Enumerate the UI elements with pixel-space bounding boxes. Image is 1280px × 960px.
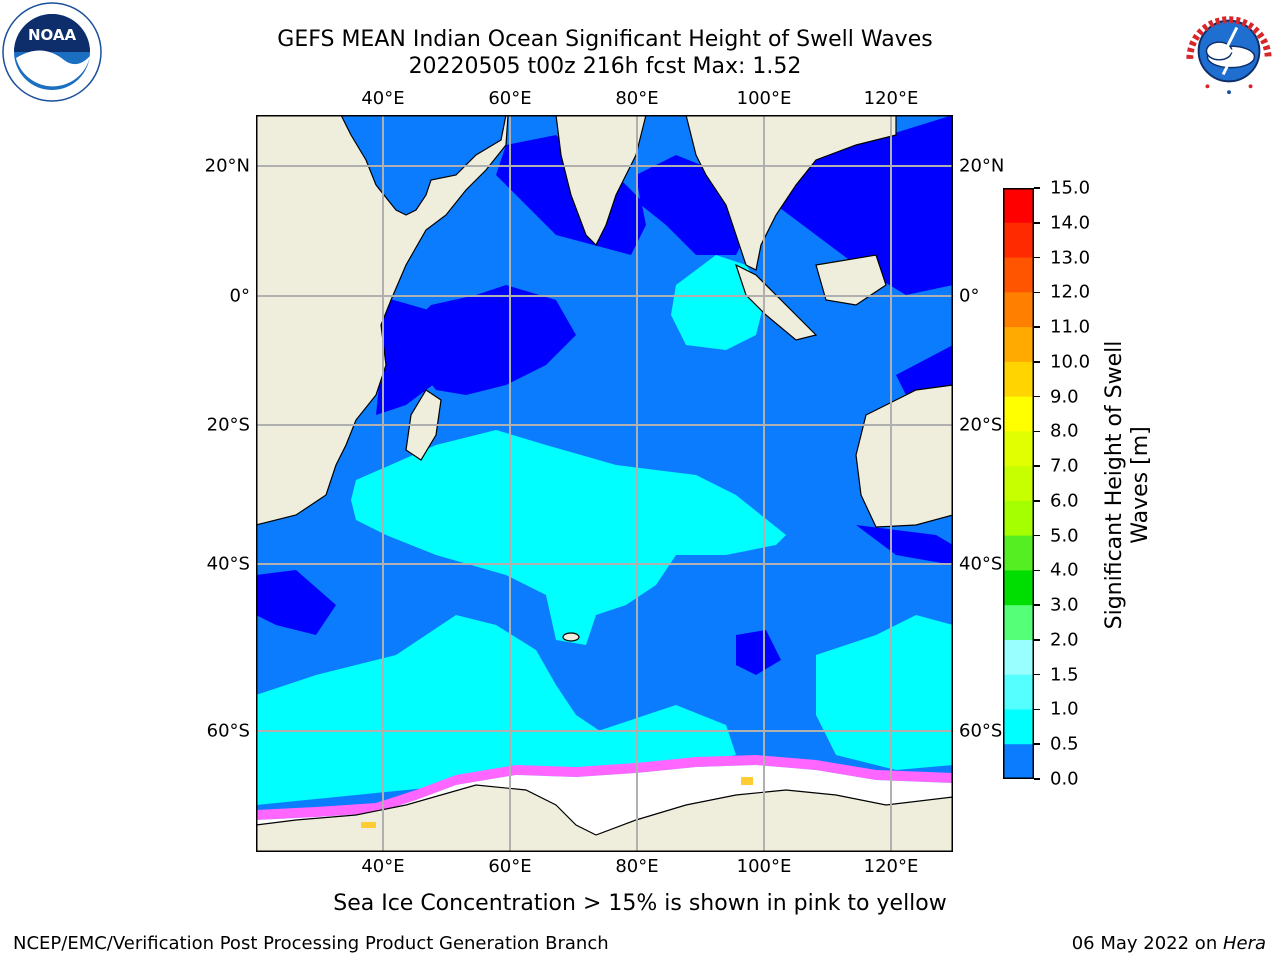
colorbar-tick-label: 10.0 bbox=[1050, 351, 1091, 373]
colorbar-tick-mark bbox=[1034, 743, 1040, 745]
colorbar-swatch bbox=[1003, 535, 1034, 571]
colorbar-swatch bbox=[1003, 292, 1034, 328]
colorbar-swatch bbox=[1003, 570, 1034, 606]
footer-credit: NCEP/EMC/Verification Post Processing Pr… bbox=[13, 933, 609, 954]
colorbar-swatch bbox=[1003, 744, 1034, 779]
graticule bbox=[256, 115, 953, 852]
lon-tick-bottom: 40°E bbox=[361, 856, 405, 877]
colorbar-swatch bbox=[1003, 188, 1034, 224]
colorbar bbox=[1003, 188, 1034, 779]
colorbar-tick-label: 1.0 bbox=[1050, 698, 1079, 720]
lat-tick-right: 60°S bbox=[959, 720, 1003, 742]
colorbar-tick-mark bbox=[1034, 639, 1040, 641]
wave-band-0-05 bbox=[256, 115, 953, 675]
colorbar-swatch bbox=[1003, 500, 1034, 537]
wave-band-10-15 bbox=[256, 255, 953, 805]
lat-tick-left: 40°S bbox=[206, 553, 250, 575]
footer-date-text: 06 May 2022 on bbox=[1071, 933, 1223, 954]
lon-tick-bottom: 80°E bbox=[615, 856, 659, 877]
lon-tick-top: 60°E bbox=[488, 88, 532, 109]
colorbar-tick-mark bbox=[1034, 187, 1040, 189]
colorbar-swatch bbox=[1003, 396, 1034, 432]
colorbar-tick-label: 11.0 bbox=[1050, 316, 1091, 338]
colorbar-tick-mark bbox=[1034, 708, 1040, 711]
sea-ice-note: Sea Ice Concentration > 15% is shown in … bbox=[333, 891, 947, 916]
chart-subtitle: 20220505 t00z 216h fcst Max: 1.52 bbox=[408, 54, 802, 79]
colorbar-tick-label: 0.5 bbox=[1050, 733, 1079, 755]
sea-ice-edge bbox=[256, 755, 953, 820]
colorbar-swatch bbox=[1003, 257, 1034, 293]
lat-tick-right: 0° bbox=[959, 285, 980, 307]
colorbar-tick-label: 13.0 bbox=[1050, 247, 1091, 269]
colorbar-swatch bbox=[1003, 222, 1034, 259]
lon-tick-bottom: 100°E bbox=[736, 856, 792, 877]
lon-tick-bottom: 60°E bbox=[488, 856, 532, 877]
colorbar-tick-mark bbox=[1034, 430, 1040, 433]
colorbar-tick-label: 6.0 bbox=[1050, 490, 1079, 512]
footer-host: Hera bbox=[1222, 933, 1266, 954]
colorbar-tick-label: 12.0 bbox=[1050, 281, 1091, 303]
colorbar-tick-label: 8.0 bbox=[1050, 420, 1079, 442]
lon-tick-top: 120°E bbox=[863, 88, 919, 109]
colorbar-swatch bbox=[1003, 709, 1034, 745]
colorbar-tick-mark bbox=[1034, 256, 1040, 259]
noaa-logo-text: NOAA bbox=[28, 26, 77, 44]
colorbar-swatch bbox=[1003, 431, 1034, 467]
colorbar-swatch bbox=[1003, 605, 1034, 641]
colorbar-tick-mark bbox=[1034, 673, 1040, 676]
colorbar-tick-mark bbox=[1034, 465, 1040, 467]
colorbar-tick-mark bbox=[1034, 326, 1040, 328]
colorbar-tick-mark bbox=[1034, 604, 1040, 606]
colorbar-tick-label: 0.0 bbox=[1050, 768, 1079, 790]
colorbar-tick-label: 7.0 bbox=[1050, 455, 1079, 477]
colorbar-tick-mark bbox=[1034, 569, 1040, 572]
colorbar-swatch bbox=[1003, 674, 1034, 710]
swell-height-map bbox=[256, 115, 953, 852]
lat-tick-right: 40°S bbox=[959, 553, 1003, 575]
colorbar-label-line1: Significant Height of Swell bbox=[1102, 340, 1127, 630]
lat-tick-left: 20°N bbox=[204, 155, 250, 177]
nws-logo-icon bbox=[1180, 2, 1278, 100]
colorbar-swatch bbox=[1003, 639, 1034, 676]
lat-tick-left: 60°S bbox=[206, 720, 250, 742]
colorbar-tick-label: 5.0 bbox=[1050, 525, 1079, 547]
lon-tick-top: 80°E bbox=[615, 88, 659, 109]
colorbar-tick-mark bbox=[1034, 500, 1040, 502]
colorbar-tick-label: 14.0 bbox=[1050, 212, 1091, 234]
lat-tick-right: 20°N bbox=[959, 155, 1005, 177]
lat-tick-left: 0° bbox=[229, 285, 250, 307]
colorbar-tick-label: 9.0 bbox=[1050, 386, 1079, 408]
colorbar-tick-mark bbox=[1034, 222, 1040, 224]
colorbar-tick-mark bbox=[1034, 534, 1040, 537]
lat-tick-left: 20°S bbox=[206, 414, 250, 436]
lat-tick-right: 20°S bbox=[959, 414, 1003, 436]
colorbar-label: Significant Height of Swell Waves [m] bbox=[1102, 341, 1154, 630]
noaa-logo-icon: NOAA bbox=[2, 2, 102, 102]
colorbar-tick-label: 2.0 bbox=[1050, 629, 1079, 651]
lon-tick-top: 100°E bbox=[736, 88, 792, 109]
lon-tick-top: 40°E bbox=[361, 88, 405, 109]
colorbar-tick-mark bbox=[1034, 778, 1040, 780]
chart-title: GEFS MEAN Indian Ocean Significant Heigh… bbox=[277, 27, 933, 52]
colorbar-swatch bbox=[1003, 327, 1034, 363]
colorbar-tick-label: 4.0 bbox=[1050, 559, 1079, 581]
colorbar-swatch bbox=[1003, 466, 1034, 502]
colorbar-label-line2: Waves [m] bbox=[1128, 426, 1153, 544]
colorbar-tick-label: 3.0 bbox=[1050, 594, 1079, 616]
colorbar-tick-mark bbox=[1034, 361, 1040, 363]
colorbar-tick-mark bbox=[1034, 291, 1040, 294]
colorbar-tick-label: 15.0 bbox=[1050, 177, 1091, 199]
colorbar-swatch bbox=[1003, 361, 1034, 398]
colorbar-tick-label: 1.5 bbox=[1050, 664, 1079, 686]
footer-date: 06 May 2022 on Hera bbox=[1072, 933, 1266, 954]
lon-tick-bottom: 120°E bbox=[863, 856, 919, 877]
colorbar-tick-mark bbox=[1034, 395, 1040, 398]
